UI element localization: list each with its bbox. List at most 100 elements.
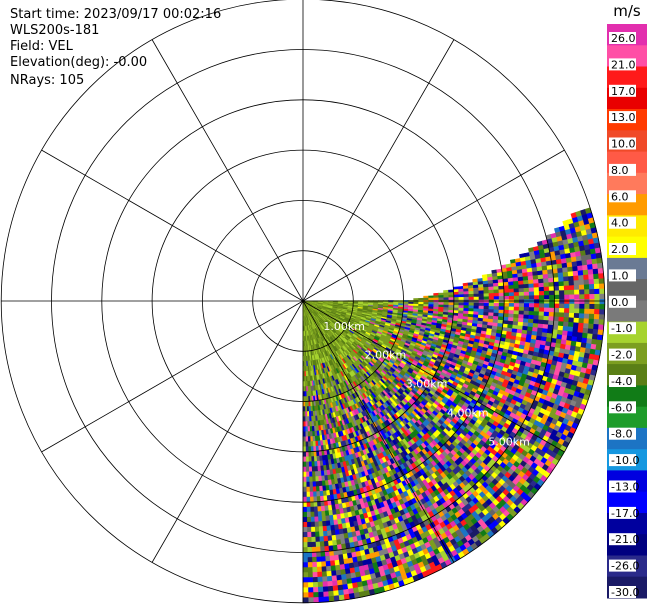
velocity-cell — [572, 326, 579, 333]
velocity-cell — [579, 294, 586, 300]
velocity-cell — [523, 310, 530, 316]
velocity-cell — [528, 310, 535, 316]
velocity-cell — [538, 286, 545, 292]
velocity-cell — [533, 303, 540, 309]
velocity-cell — [549, 303, 555, 309]
velocity-cell — [503, 299, 510, 304]
velocity-cell — [538, 311, 545, 317]
velocity-cell — [528, 283, 535, 289]
velocity-cell — [599, 298, 606, 305]
velocity-cell — [478, 296, 485, 301]
velocity-cell — [548, 281, 555, 288]
velocity-cell — [534, 299, 540, 305]
velocity-cell — [518, 284, 525, 290]
velocity-cell — [493, 292, 500, 297]
velocity-cell — [483, 302, 490, 307]
velocity-cell — [563, 317, 570, 323]
velocity-cell — [483, 290, 490, 295]
velocity-cell — [594, 303, 601, 310]
velocity-cell — [523, 299, 530, 304]
velocity-cell — [533, 311, 540, 317]
velocity-cell — [483, 299, 490, 304]
velocity-cell — [583, 318, 590, 325]
velocity-cell — [488, 293, 495, 298]
velocity-cell — [549, 294, 555, 300]
velocity-cell — [598, 324, 605, 331]
velocity-cell — [568, 317, 575, 324]
velocity-cell — [598, 278, 605, 285]
velocity-cell — [488, 289, 495, 294]
velocity-cell — [473, 299, 480, 304]
velocity-cell — [533, 283, 540, 289]
velocity-cell — [583, 313, 590, 320]
velocity-cell — [518, 306, 525, 312]
velocity-cell — [538, 295, 545, 300]
velocity-cell — [589, 293, 596, 300]
velocity-cell — [528, 279, 535, 285]
velocity-cell — [543, 278, 550, 284]
velocity-cell — [498, 282, 504, 287]
velocity-cell — [468, 290, 475, 295]
velocity-cell — [548, 290, 555, 296]
velocity-cell — [508, 306, 515, 312]
velocity-cell — [533, 295, 540, 301]
velocity-cell — [587, 264, 594, 271]
velocity-cell — [583, 323, 590, 330]
velocity-cell — [567, 271, 574, 278]
velocity-cell — [593, 323, 600, 331]
velocity-cell — [478, 290, 485, 295]
velocity-cell — [569, 294, 575, 300]
velocity-cell — [478, 299, 485, 304]
velocity-cell — [513, 288, 520, 293]
velocity-cell — [533, 315, 540, 321]
velocity-cell — [483, 305, 490, 310]
velocity-cell — [478, 293, 485, 298]
velocity-cell — [523, 295, 530, 301]
velocity-cell — [589, 303, 596, 310]
velocity-cell — [598, 314, 605, 321]
velocity-cell — [578, 284, 585, 291]
velocity-cell — [523, 279, 530, 285]
velocity-cell — [448, 294, 455, 299]
velocity-cell — [539, 299, 545, 305]
velocity-cell — [578, 274, 585, 281]
velocity-cell — [559, 303, 565, 309]
velocity-cell — [543, 303, 550, 309]
velocity-cell — [564, 289, 570, 296]
velocity-cell — [564, 294, 570, 300]
velocity-cell — [587, 269, 594, 276]
velocity-cell — [518, 303, 525, 308]
velocity-cell — [559, 299, 565, 305]
velocity-cell — [552, 272, 559, 279]
velocity-sector — [302, 207, 606, 604]
velocity-cell — [584, 289, 590, 295]
velocity-cell — [543, 286, 550, 292]
velocity-cell — [543, 282, 550, 288]
velocity-cell — [513, 284, 520, 290]
velocity-cell — [513, 306, 520, 312]
velocity-cell — [498, 285, 505, 291]
velocity-cell — [493, 296, 500, 301]
velocity-cell — [563, 308, 570, 314]
velocity-cell — [463, 302, 470, 307]
velocity-cell — [528, 303, 535, 308]
velocity-cell — [468, 299, 475, 304]
velocity-cell — [574, 289, 580, 296]
velocity-cell — [584, 308, 590, 315]
velocity-cell — [553, 307, 560, 314]
velocity-cell — [588, 274, 595, 281]
velocity-cell — [503, 306, 510, 311]
velocity-cell — [488, 302, 495, 307]
velocity-cell — [582, 269, 589, 276]
velocity-cell — [443, 294, 450, 299]
velocity-cell — [598, 283, 605, 290]
velocity-cell — [453, 297, 460, 301]
velocity-cell — [493, 289, 500, 294]
velocity-cell — [537, 274, 544, 280]
velocity-cell — [589, 288, 596, 295]
velocity-cell — [528, 291, 535, 297]
velocity-cell — [563, 312, 570, 319]
velocity-cell — [583, 274, 590, 281]
velocity-cell — [543, 315, 550, 322]
